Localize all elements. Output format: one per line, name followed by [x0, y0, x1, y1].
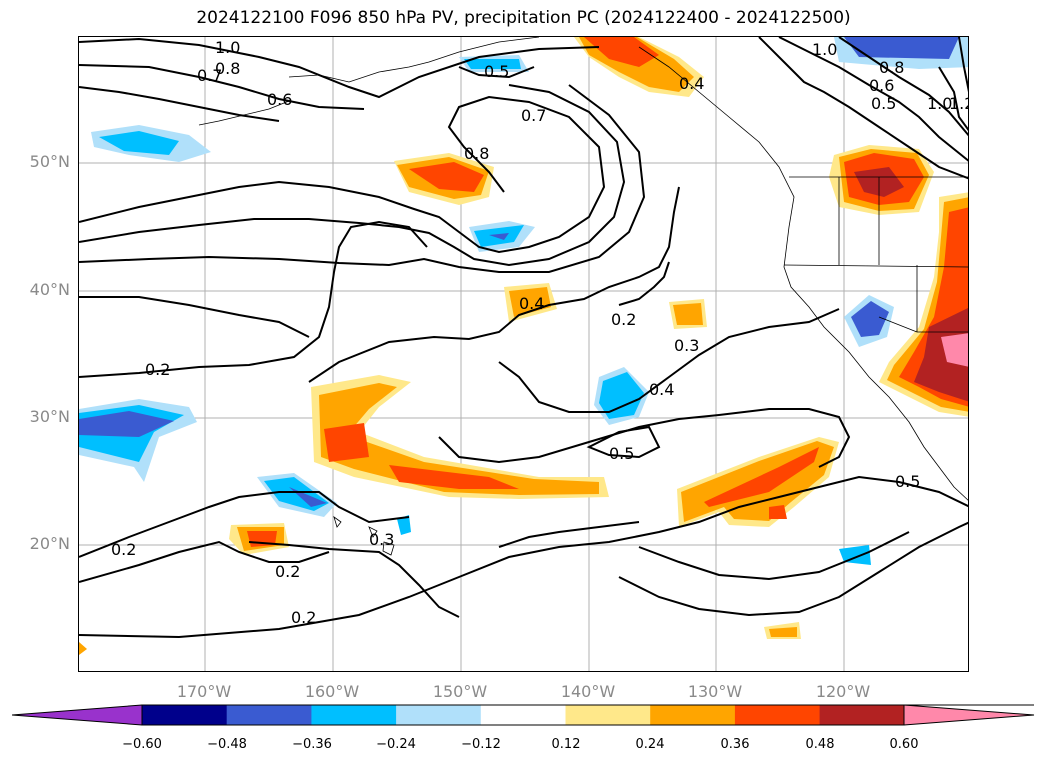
colorbar-tick-label: 0.60 — [889, 737, 919, 752]
contour-label: 0.2 — [145, 360, 170, 379]
contour-label: 0.8 — [464, 144, 489, 163]
contour-label: 0.5 — [895, 472, 920, 491]
colorbar-cell — [142, 705, 228, 725]
lon-label: 120°W — [815, 682, 871, 701]
contour-label: 0.2 — [275, 562, 300, 581]
colorbar-tick-label: −0.60 — [122, 737, 162, 752]
colorbar-tick-label: −0.48 — [207, 737, 247, 752]
gridlines — [79, 37, 968, 671]
map-canvas: 1.0 0.8 0.7 0.6 0.5 0.7 0.8 0.4 1.0 0.8 … — [79, 37, 969, 671]
contour-label: 0.4 — [679, 74, 704, 93]
contour-labels: 1.0 0.8 0.7 0.6 0.5 0.7 0.8 0.4 1.0 0.8 … — [111, 38, 969, 627]
contour-label: 0.5 — [871, 94, 896, 113]
colorbar-extend-max — [904, 705, 1034, 725]
contour-label: 0.5 — [484, 62, 509, 81]
colorbar-cell — [650, 705, 736, 725]
lat-label: 50°N — [29, 152, 70, 171]
contour-label: 0.8 — [215, 59, 240, 78]
map-panel: 1.0 0.8 0.7 0.6 0.5 0.7 0.8 0.4 1.0 0.8 … — [78, 36, 969, 672]
colorbar-tick-label: 0.36 — [720, 737, 750, 752]
positive-precip-shading — [79, 37, 968, 655]
contour-label: 0.4 — [519, 294, 544, 313]
colorbar-tick-label: 0.48 — [805, 737, 835, 752]
lat-label: 20°N — [29, 534, 70, 553]
contour-label: 0.2 — [111, 540, 136, 559]
lat-label: 40°N — [29, 280, 70, 299]
pv-contours — [79, 37, 968, 639]
colorbar-tick-label: −0.36 — [292, 737, 332, 752]
lon-label: 170°W — [176, 682, 232, 701]
lon-label: 150°W — [432, 682, 488, 701]
contour-label: 0.7 — [521, 106, 546, 125]
colorbar-cell — [819, 705, 905, 725]
contour-label: 0.8 — [879, 58, 904, 77]
contour-label: 0.7 — [197, 66, 222, 85]
contour-label: 0.2 — [611, 310, 636, 329]
colorbar-tick-label: 0.24 — [635, 737, 665, 752]
contour-label: 1.2 — [949, 94, 969, 113]
coastlines — [198, 37, 968, 556]
contour-label: 0.3 — [674, 336, 699, 355]
colorbar-tick-label: −0.12 — [461, 737, 501, 752]
colorbar-cell — [565, 705, 651, 725]
colorbar — [12, 704, 1035, 726]
colorbar-tick-label: −0.24 — [376, 737, 416, 752]
negative-precip-shading — [79, 37, 968, 565]
lat-label: 30°N — [29, 407, 70, 426]
contour-label: 1.0 — [927, 94, 952, 113]
contour-label: 0.4 — [649, 380, 674, 399]
colorbar-tick-label: 0.12 — [551, 737, 581, 752]
colorbar-extend-min — [12, 705, 142, 725]
lon-label: 140°W — [560, 682, 616, 701]
map-title: 2024122100 F096 850 hPa PV, precipitatio… — [196, 8, 851, 28]
lon-label: 160°W — [304, 682, 360, 701]
colorbar-cell — [480, 705, 566, 725]
contour-label: 0.6 — [869, 76, 894, 95]
contour-label: 0.5 — [609, 444, 634, 463]
contour-label: 1.0 — [812, 40, 837, 59]
contour-label: 1.0 — [215, 38, 240, 57]
lon-label: 130°W — [687, 682, 743, 701]
contour-label: 0.2 — [291, 608, 316, 627]
colorbar-cell — [396, 705, 482, 725]
colorbar-cell — [226, 705, 312, 725]
contour-label: 0.6 — [267, 90, 292, 109]
contour-label: 0.3 — [369, 530, 394, 549]
colorbar-cell — [734, 705, 821, 725]
colorbar-cell — [311, 705, 397, 725]
